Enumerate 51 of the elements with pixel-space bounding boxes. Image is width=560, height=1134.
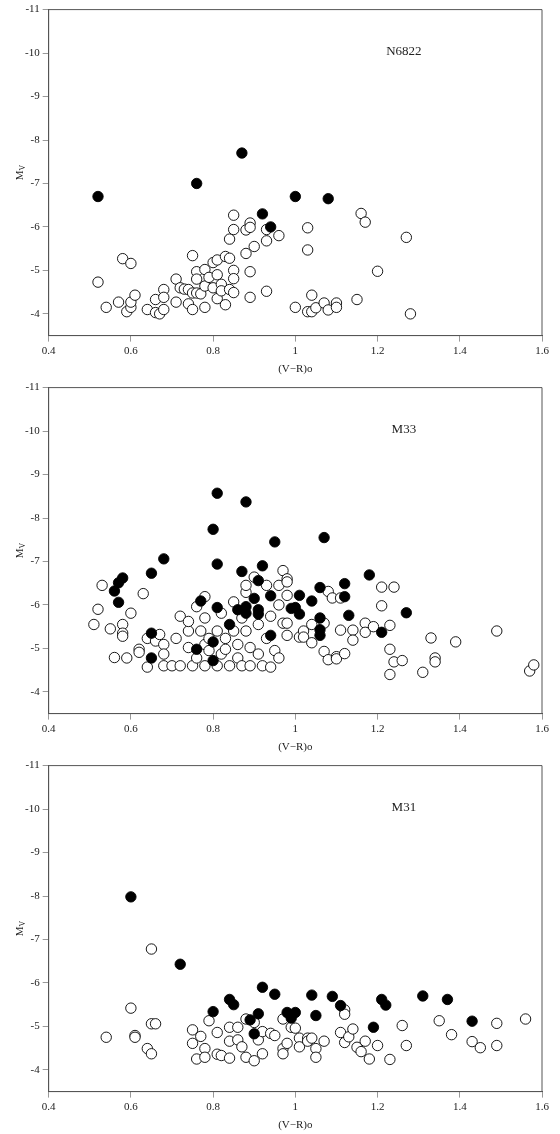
x-tick-label: 1.4 <box>452 344 468 357</box>
y-tick-label: -7 <box>30 554 41 567</box>
y-tick-label: -6 <box>30 219 41 232</box>
x-tick-label: 1 <box>292 722 299 735</box>
x-tick-label: 1.6 <box>535 1100 550 1113</box>
y-tick-label: -6 <box>30 597 41 610</box>
y-tick-label: -5 <box>30 641 41 654</box>
y-tick-label: -9 <box>30 467 41 480</box>
x-axis-title: (V−R)o <box>278 740 313 754</box>
y-tick-label: -9 <box>30 845 41 858</box>
x-tick-label: 1.2 <box>370 722 385 735</box>
x-tick-label: 1 <box>292 344 299 357</box>
y-tick-label: -10 <box>24 45 41 58</box>
y-tick-label: -6 <box>30 975 41 988</box>
y-tick-label: -7 <box>30 176 41 189</box>
x-tick-label: 0.8 <box>206 344 221 357</box>
y-tick-label: -5 <box>30 1019 41 1032</box>
text: M33 <box>391 421 417 437</box>
x-tick-label: 1.4 <box>452 722 468 735</box>
x-tick-label: 1.2 <box>370 344 385 357</box>
y-tick-label: -4 <box>30 306 41 319</box>
x-tick-label: 1.4 <box>452 1100 468 1113</box>
y-tick-label: -11 <box>25 380 40 393</box>
x-tick-label: 1.6 <box>535 344 550 357</box>
y-tick-label: -10 <box>24 423 41 436</box>
x-axis-title: (V−R)o <box>278 362 313 376</box>
x-tick-label: 1.2 <box>370 1100 385 1113</box>
y-tick-label: -7 <box>30 932 41 945</box>
x-tick-label: 0.6 <box>124 722 139 735</box>
y-tick-label: -8 <box>30 132 41 145</box>
y-tick-label: -8 <box>30 510 41 523</box>
x-tick-label: 0.6 <box>124 1100 139 1113</box>
x-tick-label: 0.4 <box>41 344 57 357</box>
y-tick-label: -4 <box>30 1062 41 1075</box>
x-tick-label: 0.6 <box>124 344 139 357</box>
x-tick-label: 1 <box>292 1100 299 1113</box>
y-tick-label: -5 <box>30 263 41 276</box>
y-tick-label: -9 <box>30 89 41 102</box>
y-tick-label: -8 <box>30 888 41 901</box>
x-tick-label: 0.8 <box>206 722 221 735</box>
x-tick-label: 0.4 <box>41 722 57 735</box>
x-tick-label: 0.8 <box>206 1100 221 1113</box>
x-axis-title: (V−R)o <box>278 1118 313 1132</box>
text: M31 <box>391 799 417 815</box>
x-tick-label: 0.4 <box>41 1100 57 1113</box>
text: N6822 <box>386 43 422 59</box>
y-tick-label: -11 <box>25 2 40 15</box>
y-tick-label: -11 <box>25 758 40 771</box>
y-tick-label: -10 <box>24 801 41 814</box>
x-tick-label: 1.6 <box>535 722 550 735</box>
y-tick-label: -4 <box>30 684 41 697</box>
